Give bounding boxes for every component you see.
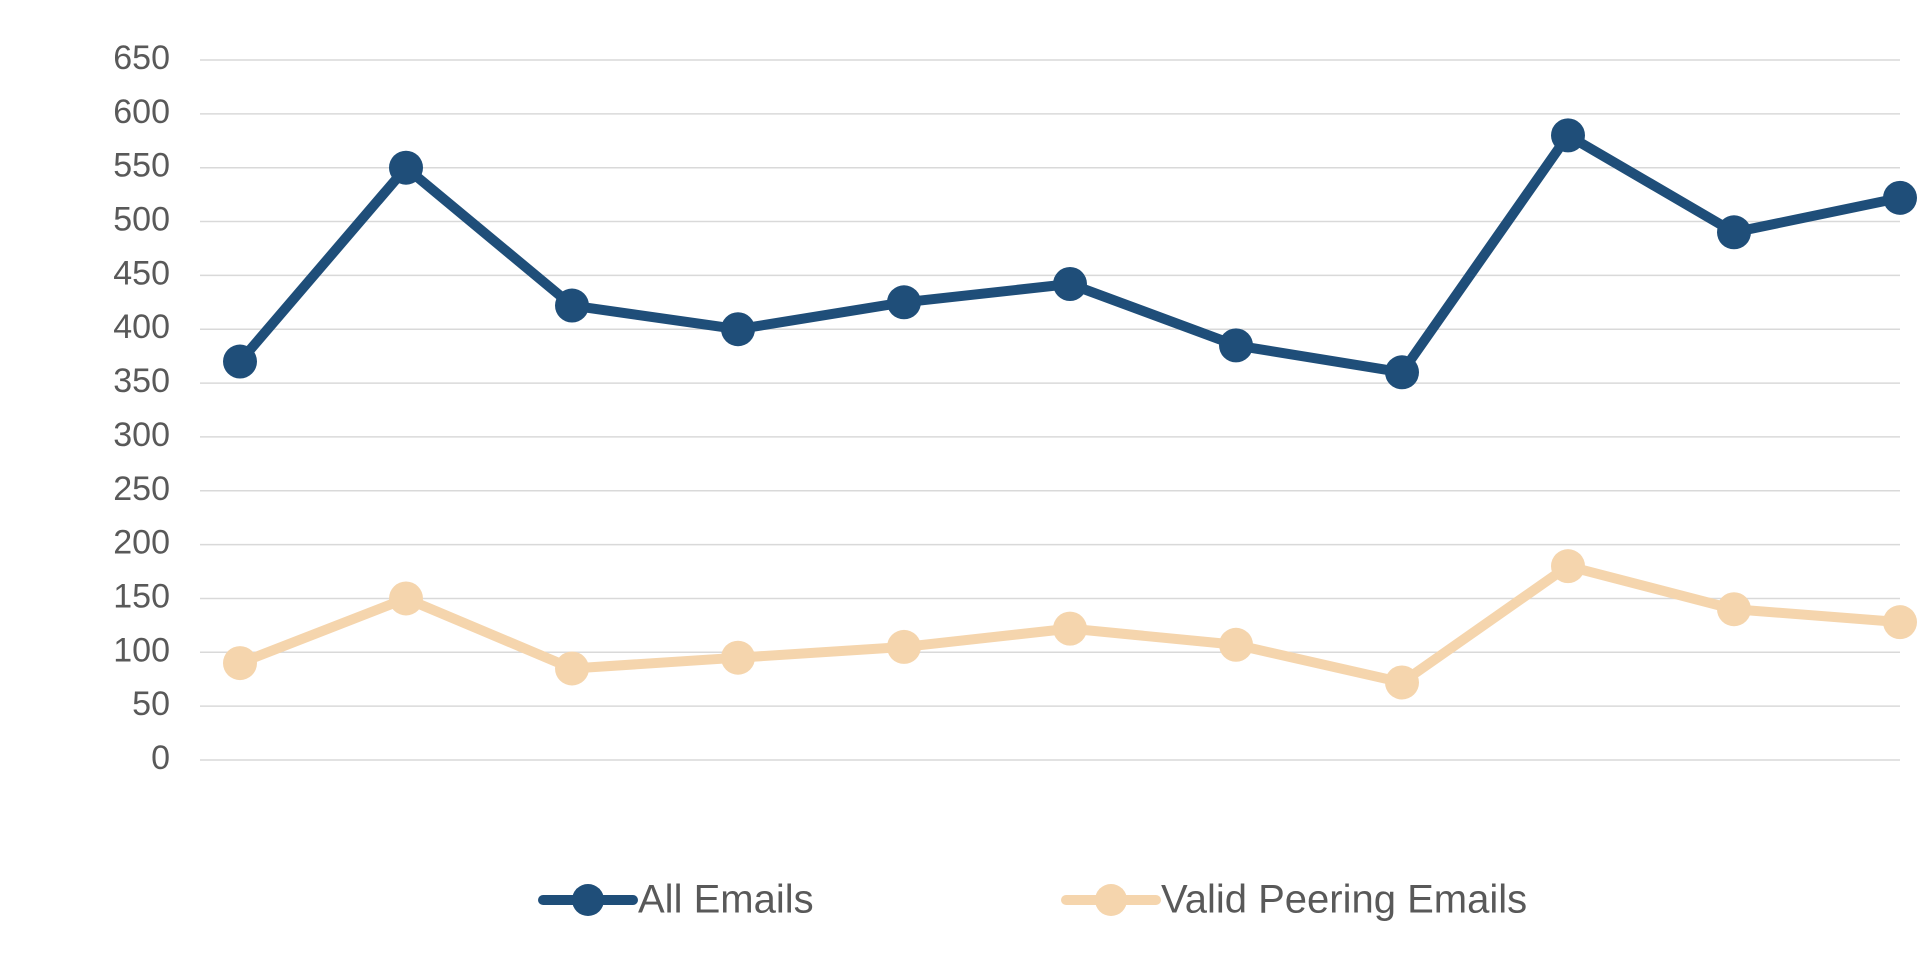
legend-marker-icon: [572, 884, 604, 916]
y-tick-label: 0: [151, 739, 170, 777]
y-tick-label: 150: [113, 577, 170, 615]
y-tick-label: 250: [113, 470, 170, 508]
legend-label: All Emails: [638, 878, 814, 922]
y-tick-label: 500: [113, 201, 170, 239]
series-marker-0: [1385, 355, 1419, 389]
series-marker-0: [1883, 181, 1917, 215]
chart-svg: 0 50 100 150 200 250 300 350 400 450 500 550 600 650 A…: [0, 0, 1920, 978]
series-marker-1: [1385, 665, 1419, 699]
series-marker-1: [1551, 549, 1585, 583]
y-tick-label: 600: [113, 93, 170, 131]
y-tick-label: 350: [113, 362, 170, 400]
series-marker-1: [389, 581, 423, 615]
email-chart: 0 50 100 150 200 250 300 350 400 450 500 550 600 650 A…: [0, 0, 1920, 978]
series-marker-0: [887, 285, 921, 319]
series-marker-0: [389, 151, 423, 185]
y-tick-label: 100: [113, 631, 170, 669]
series-marker-1: [721, 641, 755, 675]
series-line-0: [240, 135, 1900, 372]
series-marker-0: [555, 289, 589, 323]
series-marker-0: [1219, 328, 1253, 362]
series-marker-1: [1717, 592, 1751, 626]
y-tick-label: 50: [132, 685, 170, 723]
legend-marker-icon: [1095, 884, 1127, 916]
y-tick-label: 650: [113, 39, 170, 77]
series-marker-1: [887, 630, 921, 664]
legend-label: Valid Peering Emails: [1161, 878, 1527, 922]
y-tick-label: 300: [113, 416, 170, 454]
y-tick-label: 200: [113, 524, 170, 562]
series-marker-0: [1717, 215, 1751, 249]
series-marker-1: [1053, 612, 1087, 646]
y-tick-label: 450: [113, 254, 170, 292]
series-marker-0: [1053, 267, 1087, 301]
series-marker-1: [1219, 628, 1253, 662]
series-marker-1: [1883, 605, 1917, 639]
series-marker-1: [555, 651, 589, 685]
series-marker-0: [223, 345, 257, 379]
y-tick-label: 400: [113, 308, 170, 346]
series-marker-0: [721, 312, 755, 346]
y-tick-label: 550: [113, 147, 170, 185]
series-marker-1: [223, 646, 257, 680]
series-marker-0: [1551, 118, 1585, 152]
